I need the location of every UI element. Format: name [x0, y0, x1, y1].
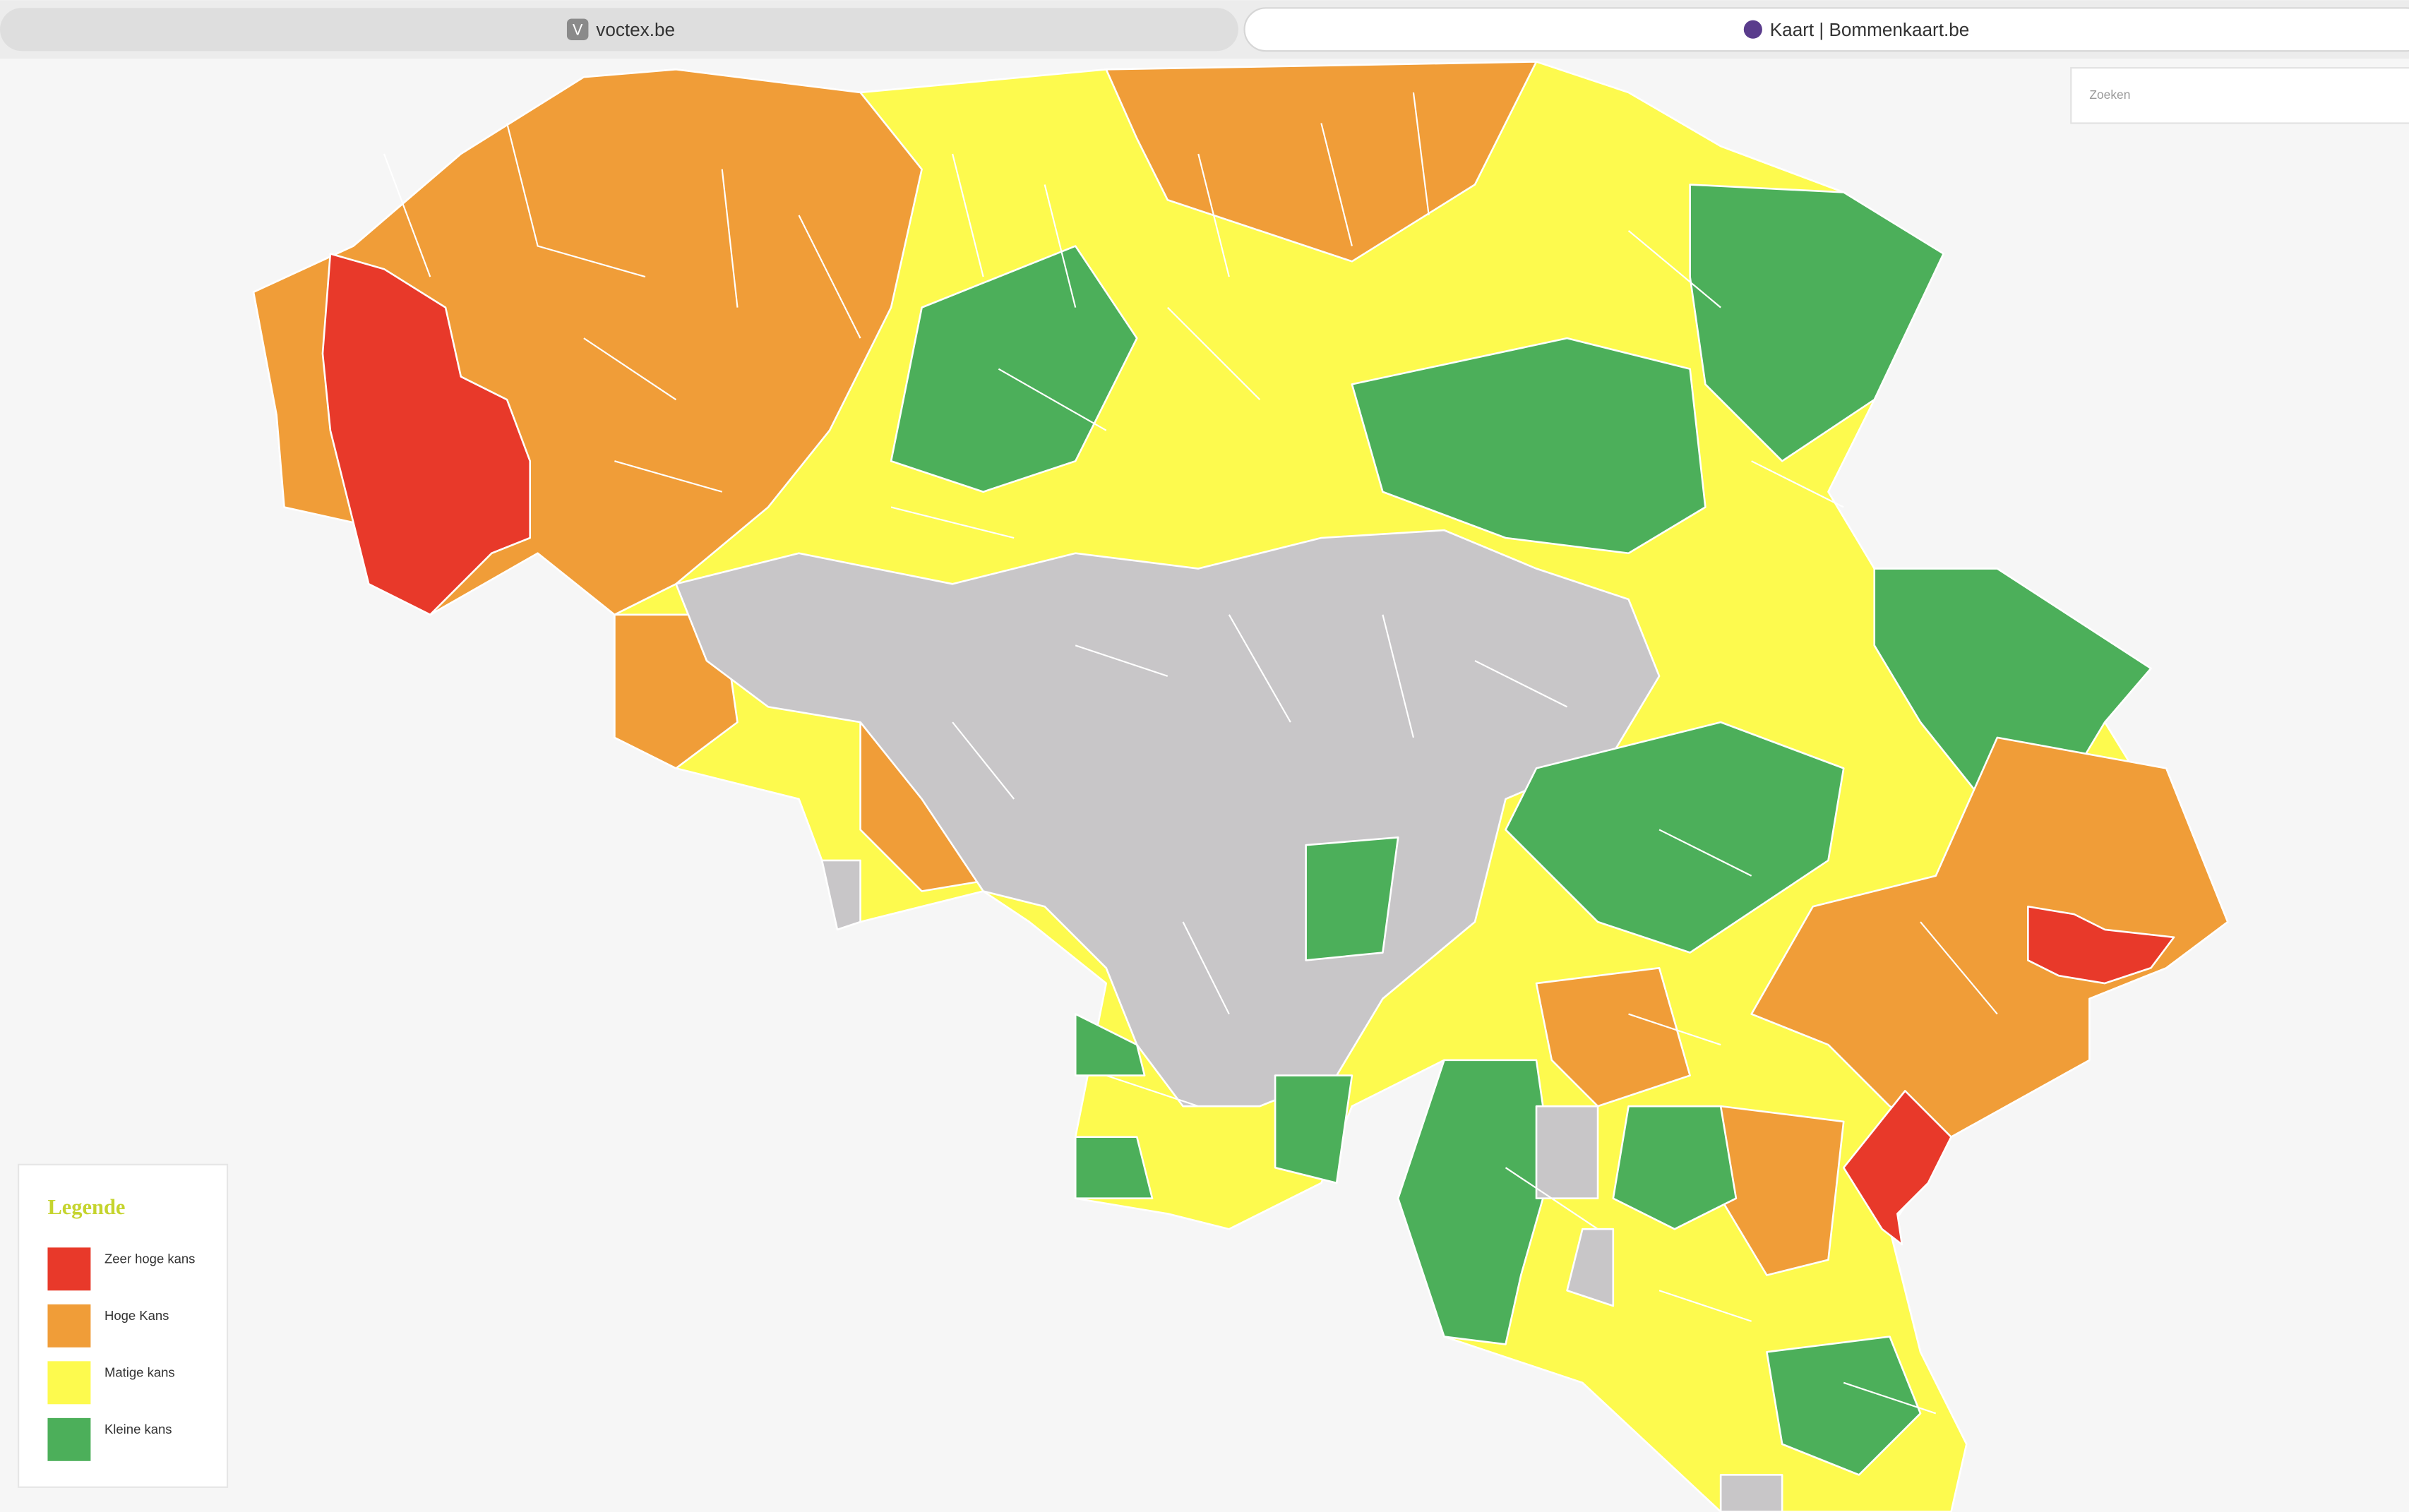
region-gray — [675, 529, 1661, 1108]
map — [252, 61, 2229, 1512]
legend-label: Hoge Kans — [104, 1308, 169, 1323]
search-box[interactable] — [2070, 67, 2409, 124]
municipal-borders — [383, 92, 1998, 1415]
tab-icon — [566, 18, 589, 40]
tab[interactable] — [0, 8, 1238, 52]
legend-swatch — [47, 1417, 91, 1461]
tab-active[interactable] — [1243, 7, 2409, 52]
tab-icon-letter: V — [573, 21, 583, 39]
legend-title: Legende — [47, 1195, 125, 1219]
region-east-red — [1842, 905, 2175, 1246]
tab-icon — [1743, 20, 1762, 39]
region-west-red — [321, 253, 532, 616]
legend-swatch — [47, 1361, 91, 1405]
search-placeholder: Zoeken — [2089, 88, 2130, 102]
region-central-green — [890, 245, 1706, 961]
tab-title: voctex.be — [596, 19, 675, 40]
region-south-green — [1074, 1013, 1922, 1476]
legend-label: Zeer hoge kans — [104, 1252, 195, 1266]
legend-swatch — [47, 1247, 91, 1291]
legend-label: Matige kans — [104, 1365, 175, 1380]
legend: Legende Zeer hoge kans Hoge Kans Matige ka… — [18, 1163, 229, 1488]
region-south-gray — [820, 859, 1783, 1512]
legend-label: Kleine kans — [104, 1422, 172, 1436]
legend-swatch — [47, 1304, 91, 1348]
tab-title: Kaart | Bommenkaart.be — [1770, 19, 1970, 40]
